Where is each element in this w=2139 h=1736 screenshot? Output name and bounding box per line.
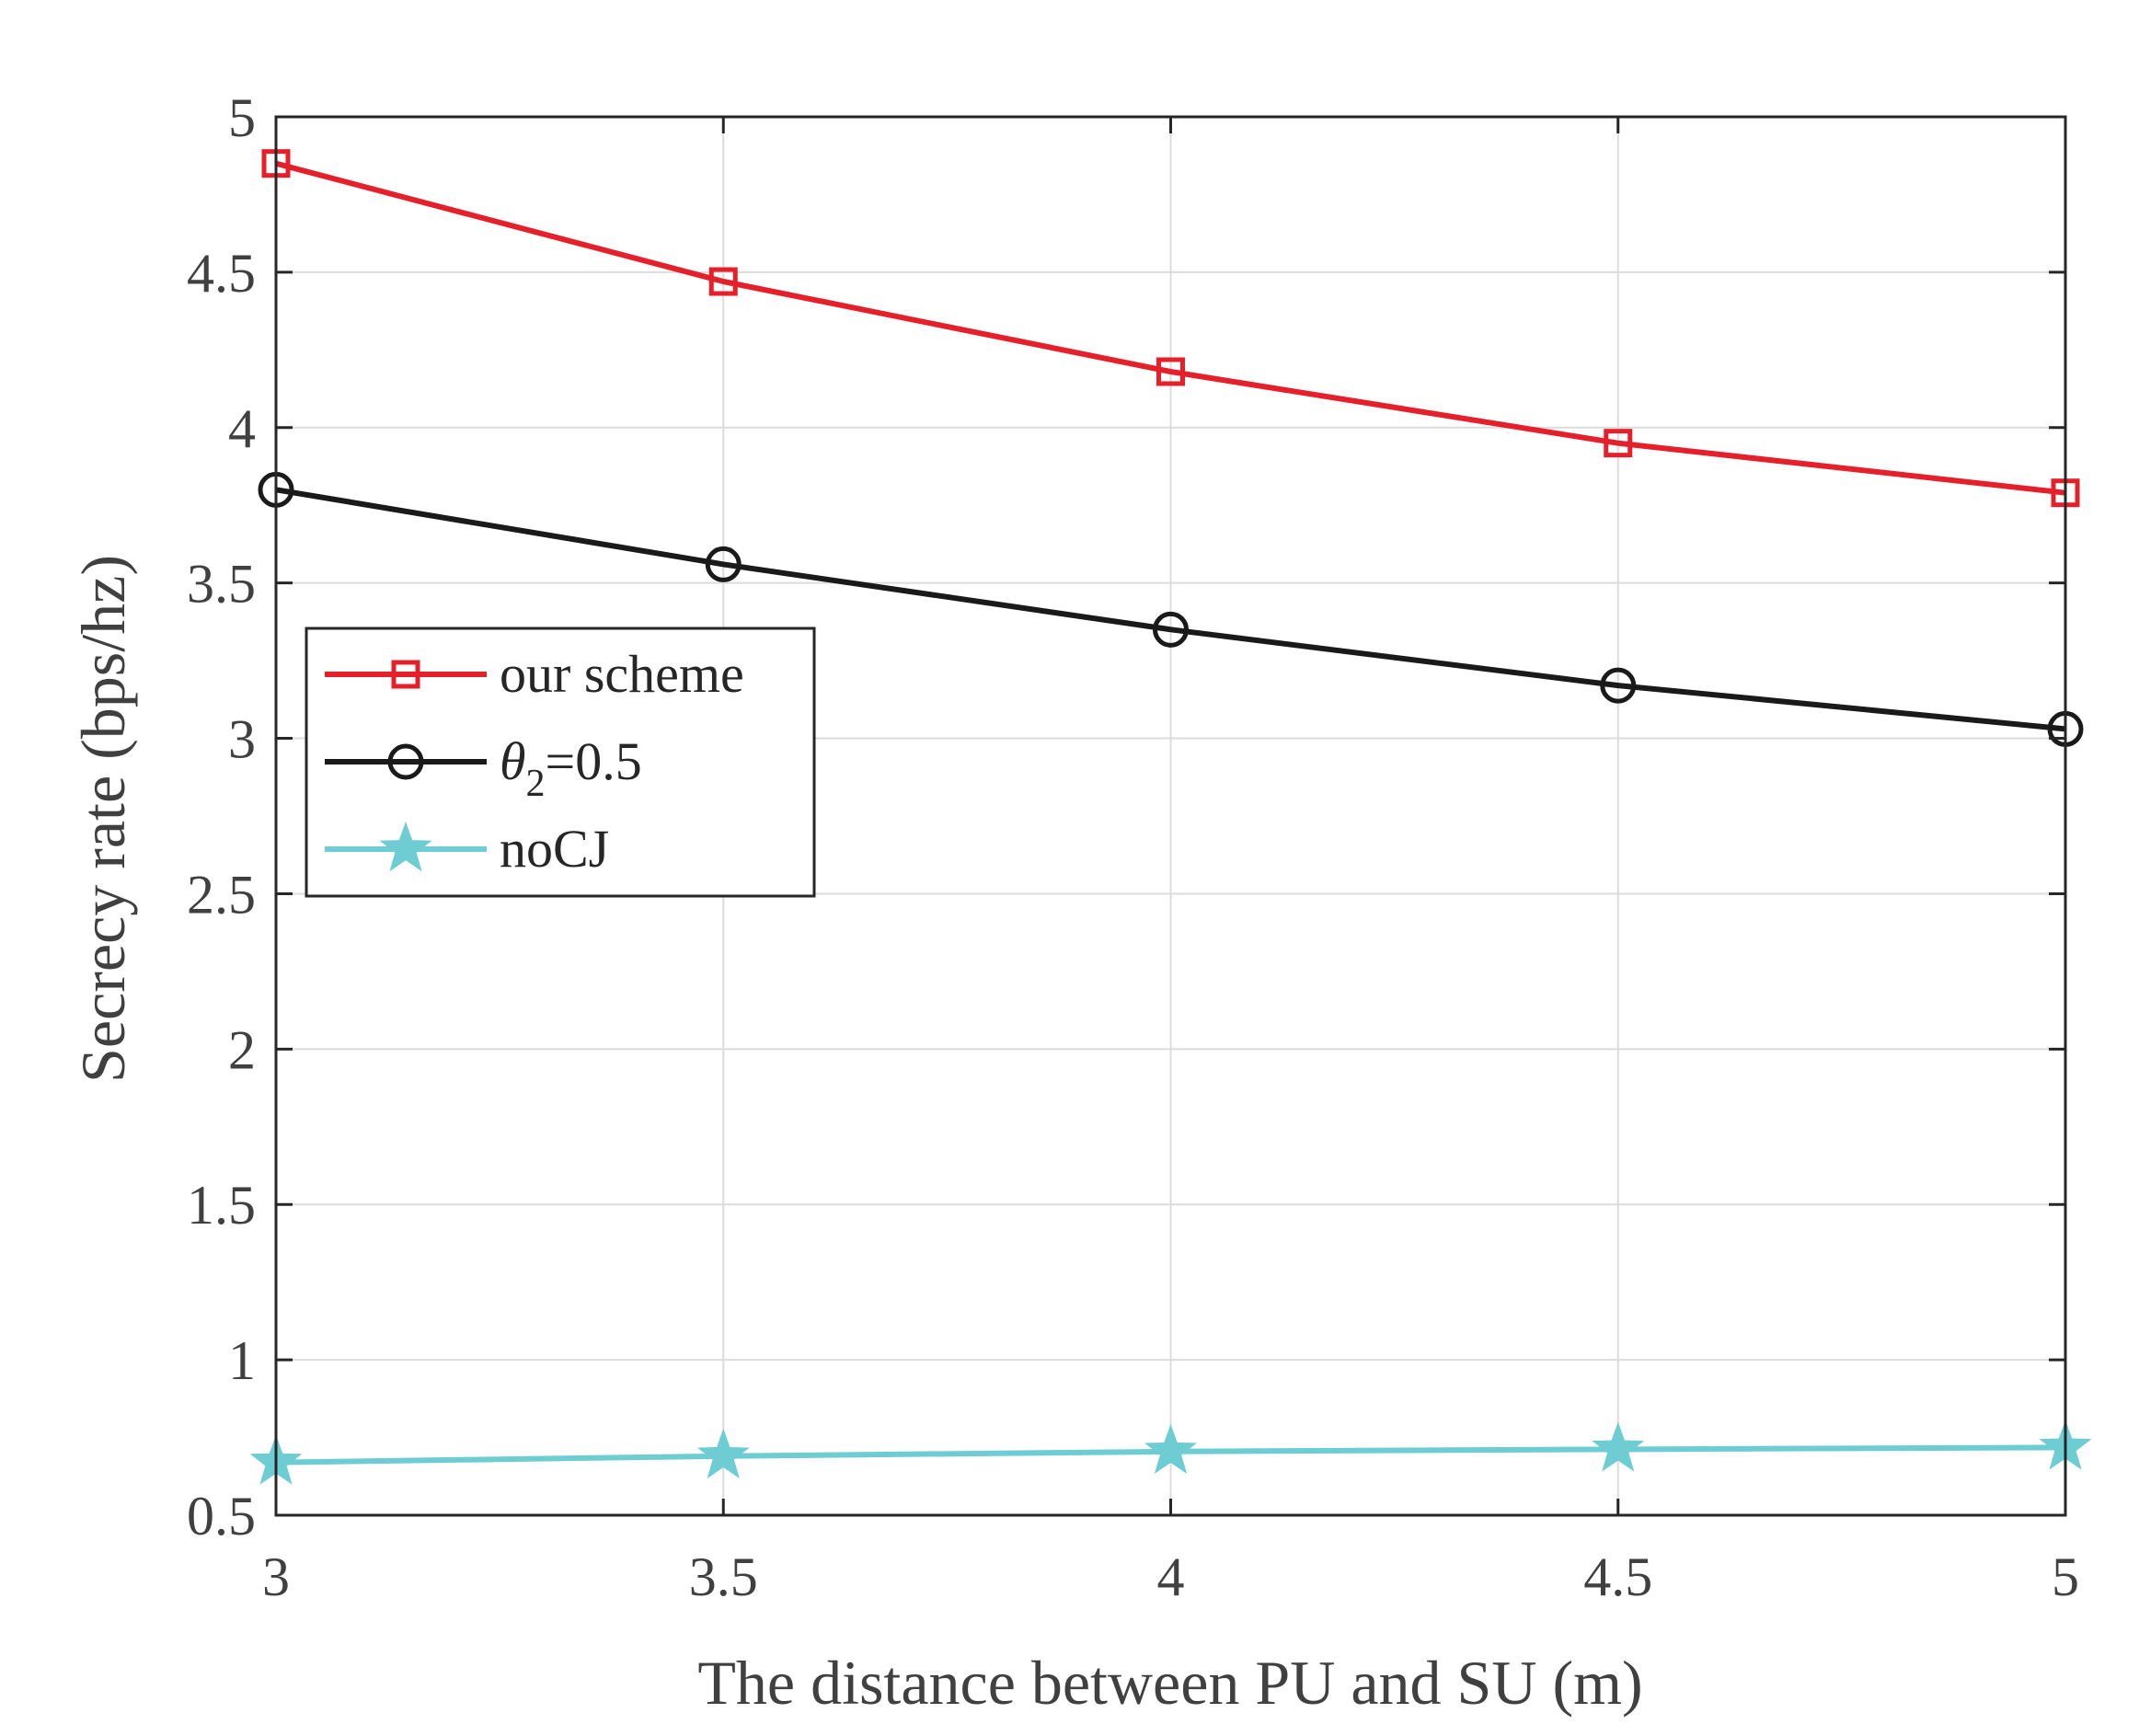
- x-axis-label: The distance between PU and SU (m): [697, 1648, 1642, 1718]
- y-tick-label: 2: [228, 1019, 256, 1080]
- data-point-square: [708, 267, 738, 296]
- y-tick-label: 4: [228, 398, 256, 459]
- series-line: [275, 160, 2066, 496]
- legend-label: noCJ: [500, 819, 609, 879]
- data-point-square: [1604, 429, 1633, 458]
- legend: our scheme θ2=0.5 noCJ: [305, 627, 816, 898]
- data-point-star: [1144, 1423, 1198, 1474]
- y-tick-label: 0.5: [187, 1486, 256, 1546]
- x-tick-label: 4.5: [1583, 1546, 1652, 1607]
- legend-item: noCJ: [325, 819, 609, 879]
- y-tick-label: 1: [228, 1330, 256, 1391]
- data-point-square: [1156, 357, 1185, 386]
- y-tick-label: 3: [228, 709, 256, 770]
- y-tick-label: 5: [228, 87, 256, 148]
- x-tick-label: 3.5: [689, 1546, 758, 1607]
- series-line: [275, 487, 2066, 732]
- data-point-star: [1592, 1421, 1645, 1472]
- x-tick-label: 4: [1157, 1546, 1185, 1607]
- y-axis-label: Secrecy rate (bps/hz): [68, 555, 138, 1083]
- x-tick-label: 5: [2052, 1546, 2079, 1607]
- legend-label: θ2=0.5: [500, 731, 642, 805]
- y-tick-label: 4.5: [187, 243, 256, 304]
- data-point-circle: [1153, 611, 1189, 648]
- data-point-star: [696, 1428, 750, 1479]
- data-point-circle: [1600, 667, 1637, 704]
- x-tick-label: 3: [262, 1546, 290, 1607]
- y-tick-label: 1.5: [187, 1175, 256, 1236]
- legend-label: our scheme: [500, 644, 744, 704]
- legend-marker-star: [379, 822, 432, 872]
- series-group: [249, 149, 2092, 1485]
- legend-marker-circle: [387, 743, 424, 780]
- axis-ticks: 3 3.5 4 4.5 5 0.5 1 1.5 2 2.5 3 3.5 4 4.5 5: [187, 87, 2079, 1607]
- legend-item: our scheme: [325, 644, 744, 704]
- legend-marker-square: [391, 660, 420, 689]
- y-tick-label: 3.5: [187, 554, 256, 615]
- series-2: [258, 471, 2084, 747]
- data-point-circle: [705, 546, 742, 582]
- legend-item: θ2=0.5: [325, 731, 642, 805]
- y-tick-label: 2.5: [187, 864, 256, 925]
